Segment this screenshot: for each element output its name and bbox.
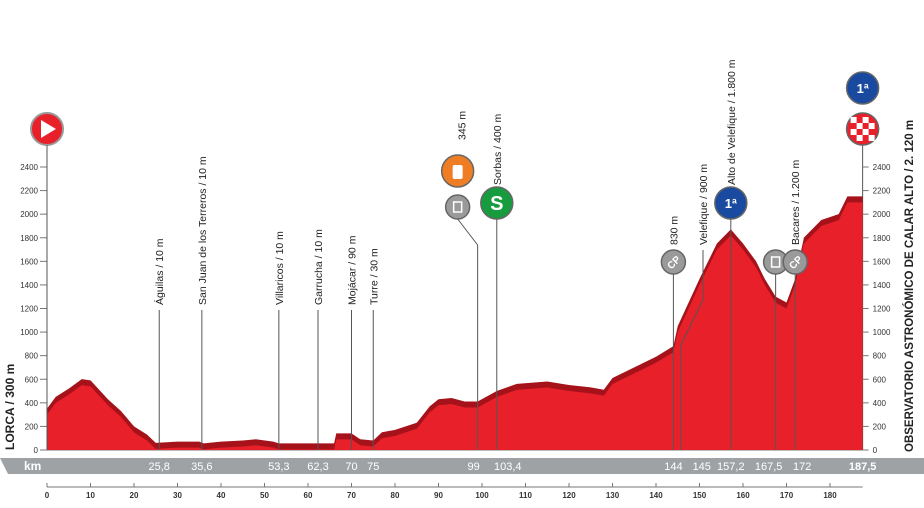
km-marker: 99 [468, 461, 480, 473]
km-marker: 172 [793, 461, 811, 473]
y-tick-label-right: 1600 [873, 257, 891, 266]
km-marker: 144 [664, 461, 682, 473]
km-marker: 70 [345, 461, 357, 473]
y-tick-label-right: 0 [873, 446, 878, 455]
km-marker: 53,3 [268, 461, 289, 473]
x-tick-label: 160 [736, 491, 750, 500]
km-marker: 145 [693, 461, 711, 473]
point-label: Bacares / 1.200 m [790, 160, 802, 245]
svg-text:S: S [490, 193, 503, 215]
point-label: Mojácar / 90 m [347, 235, 359, 305]
point-label: Turre / 30 m [368, 248, 380, 305]
x-tick-label: 10 [86, 491, 95, 500]
x-tick-label: 90 [434, 491, 443, 500]
point-label: Alto de Velefique / 1.800 m [726, 59, 738, 185]
y-tick-label-right: 1000 [873, 328, 891, 337]
km-marker: 35,6 [191, 461, 212, 473]
y-tick-label-left: 1800 [20, 234, 38, 243]
x-tick-label: 50 [260, 491, 269, 500]
y-tick-label-left: 1200 [20, 305, 38, 314]
y-tick-label-right: 2200 [873, 187, 891, 196]
x-tick-label: 120 [562, 491, 576, 500]
point-label: San Juan de los Terreros / 10 m [197, 156, 209, 305]
point-label: Garrucha / 10 m [313, 229, 325, 305]
y-tick-label-left: 600 [25, 375, 39, 384]
finish-icon [845, 112, 880, 146]
svg-text:1ª: 1ª [857, 81, 869, 96]
feed-zone-icon [440, 154, 475, 188]
x-tick-label: 20 [130, 491, 139, 500]
km-marker: 103,4 [494, 461, 522, 473]
km-marker: 75 [367, 461, 379, 473]
y-tick-label-right: 2000 [873, 210, 891, 219]
x-tick-label: 40 [217, 491, 226, 500]
x-tick-label: 170 [780, 491, 794, 500]
y-tick-label-right: 800 [873, 352, 887, 361]
category-1-climb-icon: 1ª [845, 71, 880, 105]
y-tick-label-right: 1400 [873, 281, 891, 290]
x-tick-label: 0 [45, 491, 50, 500]
point-label: Velefique / 900 m [698, 164, 710, 245]
point-label: 830 m [668, 216, 680, 245]
category-1-climb-icon: 1ª [714, 186, 748, 220]
x-tick-label: 180 [823, 491, 837, 500]
checkpoint-icon: CP [782, 249, 808, 275]
point-label: Sorbas / 400 m [492, 114, 504, 185]
y-tick-label-right: 1200 [873, 305, 891, 314]
km-label: km [24, 459, 41, 473]
y-tick-label-right: 400 [873, 399, 887, 408]
y-tick-label-left: 0 [34, 446, 39, 455]
x-tick-label: 60 [304, 491, 313, 500]
start-label: LORCA / 300 m [3, 364, 17, 450]
profile-area [47, 202, 863, 450]
start-icon [30, 112, 64, 146]
y-tick-label-left: 400 [25, 399, 39, 408]
x-tick-label: 140 [649, 491, 663, 500]
y-tick-label-right: 600 [873, 375, 887, 384]
y-tick-label-right: 1800 [873, 234, 891, 243]
y-tick-label-left: 1000 [20, 328, 38, 337]
svg-text:1ª: 1ª [725, 196, 737, 211]
x-tick-label: 110 [519, 491, 532, 500]
point-label: Villaricos / 10 m [274, 231, 286, 305]
x-tick-label: 30 [173, 491, 182, 500]
y-tick-label-left: 2200 [20, 187, 38, 196]
x-tick-label: 80 [391, 491, 400, 500]
point-label: Águilas / 10 m [153, 238, 166, 305]
point-label: 345 m [457, 111, 469, 140]
km-marker: 25,8 [149, 461, 170, 473]
marker-line [680, 250, 704, 450]
y-tick-label-left: 200 [25, 422, 39, 431]
km-marker: 62,3 [307, 461, 328, 473]
x-tick-label: 130 [606, 491, 620, 500]
y-tick-label-left: 2000 [20, 210, 38, 219]
y-tick-label-right: 2400 [873, 163, 891, 172]
finish-label: OBSERVATORIO ASTRONÓMICO DE CALAR ALTO /… [903, 120, 916, 452]
km-marker: 187,5 [849, 461, 877, 473]
x-tick-label: 70 [347, 491, 356, 500]
x-tick-label: 150 [693, 491, 707, 500]
y-tick-label-left: 2400 [20, 163, 38, 172]
km-bar [0, 458, 924, 474]
y-tick-label-right: 200 [873, 422, 887, 431]
sprint-icon: S [480, 186, 514, 220]
marker-line [457, 218, 479, 450]
x-tick-label: 100 [475, 491, 489, 500]
y-tick-label-left: 1400 [20, 281, 38, 290]
waste-zone-icon [444, 194, 471, 220]
checkpoint-icon: CP [660, 249, 687, 275]
y-tick-label-left: 800 [25, 352, 39, 361]
km-marker: 167,5 [755, 461, 783, 473]
km-marker: 157,2 [717, 461, 745, 473]
y-tick-label-left: 1600 [20, 257, 38, 266]
